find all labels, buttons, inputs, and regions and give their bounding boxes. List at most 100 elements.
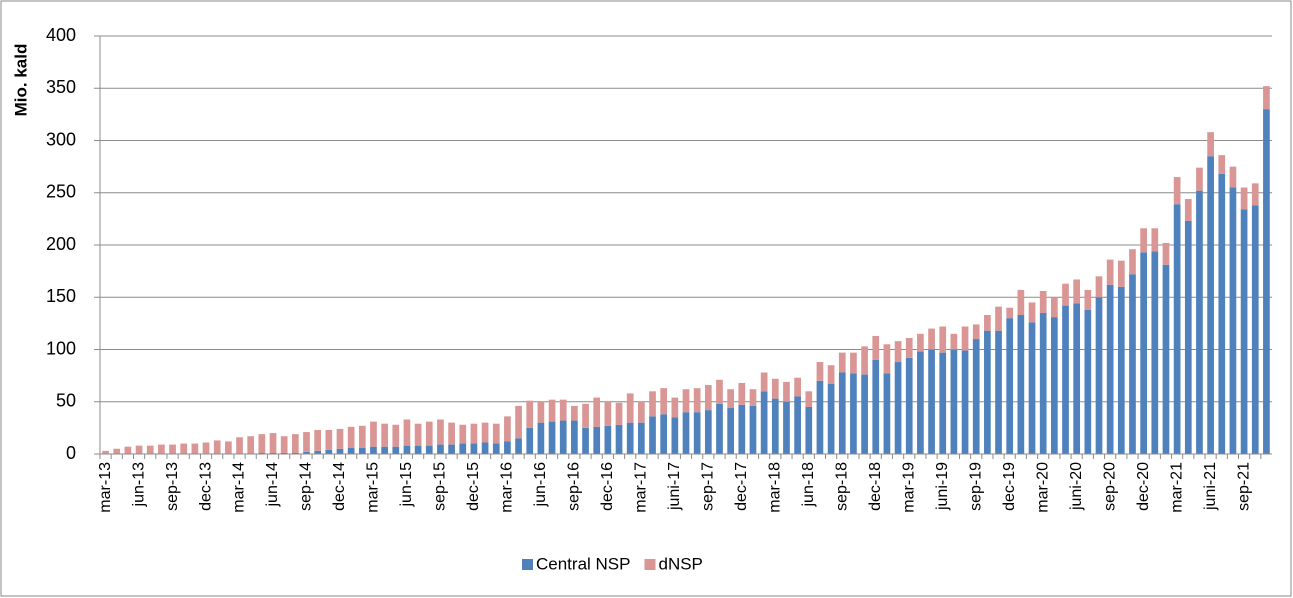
bar-segment — [995, 306, 1002, 331]
x-tick-label: jun-14 — [264, 462, 281, 508]
bar-segment — [794, 377, 801, 397]
x-tick-label: juni-19 — [934, 462, 951, 511]
bar-segment — [805, 406, 813, 454]
bar-segment — [961, 350, 969, 454]
x-tick-label: sep-19 — [967, 462, 984, 511]
x-tick-label: mar-19 — [900, 462, 917, 513]
bar-segment — [102, 450, 109, 454]
x-tick-label: mar-18 — [767, 462, 784, 513]
x-tick-label: juni-17 — [666, 462, 683, 511]
bar-segment — [704, 410, 712, 454]
x-tick-label: juni-20 — [1068, 462, 1085, 511]
bar-segment — [1162, 242, 1170, 265]
legend-label: dNSP — [658, 554, 702, 573]
bar-segment — [515, 405, 522, 439]
bar-segment — [1162, 264, 1170, 454]
bar-segment — [1184, 199, 1192, 221]
bar-segment — [258, 452, 266, 454]
bar-segment — [604, 425, 612, 454]
bar-segment — [537, 422, 545, 454]
bar-segment — [459, 424, 467, 444]
bar-segment — [1050, 317, 1058, 454]
bar-segment — [492, 443, 500, 454]
bar-segment — [816, 380, 824, 454]
bar-segment — [1050, 297, 1058, 318]
bar-segment — [425, 421, 433, 446]
bar-segment — [1062, 305, 1069, 454]
bar-segment — [1151, 251, 1159, 454]
x-tick-label: sep-13 — [164, 462, 181, 511]
y-tick-label: 0 — [66, 443, 76, 463]
legend-label: Central NSP — [536, 554, 630, 573]
bar-segment — [838, 372, 846, 454]
bar-segment — [961, 326, 969, 351]
y-tick-label: 300 — [46, 129, 76, 149]
bar-segment — [905, 357, 913, 454]
bar-segment — [738, 404, 746, 454]
bar-segment — [995, 330, 1002, 454]
bar-segment — [124, 446, 132, 454]
bar-segment — [158, 444, 165, 454]
bar-segment — [727, 408, 734, 454]
bar-segment — [771, 378, 779, 399]
bar-segment — [347, 426, 355, 448]
bar-segment — [448, 422, 455, 445]
bar-segment — [1117, 286, 1125, 454]
y-tick-label: 350 — [46, 77, 76, 97]
x-tick-label: jun-16 — [532, 462, 549, 508]
bar-segment — [950, 349, 958, 454]
x-tick-label: dec-17 — [733, 462, 750, 511]
x-tick-label: dec-19 — [1001, 462, 1018, 511]
bar-segment — [660, 414, 668, 454]
bar-segment — [805, 391, 813, 407]
bar-segment — [1028, 322, 1036, 454]
y-tick-label: 100 — [46, 338, 76, 358]
bar-segment — [671, 417, 679, 454]
y-tick-label: 150 — [46, 286, 76, 306]
x-tick-label: sep-20 — [1101, 462, 1118, 511]
x-tick-label: mar-13 — [97, 462, 114, 513]
bar-segment — [984, 330, 991, 454]
bar-segment — [1229, 166, 1237, 188]
x-tick-label: dec-13 — [197, 462, 214, 511]
bar-segment — [1207, 156, 1214, 455]
bar-segment — [1218, 173, 1226, 454]
x-tick-label: sep-21 — [1235, 462, 1252, 511]
bar-segment — [582, 427, 589, 454]
bar-segment — [559, 399, 567, 421]
bar-segment — [593, 397, 601, 427]
bar-segment — [861, 374, 868, 454]
bar-segment — [972, 324, 980, 340]
bar-segment — [1017, 315, 1025, 454]
bar-segment — [425, 445, 433, 454]
bar-segment — [414, 445, 422, 454]
bar-segment — [928, 328, 935, 350]
bar-segment — [180, 443, 188, 454]
bar-segment — [225, 441, 232, 454]
bar-segment — [269, 452, 277, 454]
bar-segment — [358, 425, 366, 448]
bar-segment — [470, 423, 478, 444]
bar-segment — [1218, 155, 1226, 174]
bar-segment — [280, 452, 288, 454]
y-axis-label: Mio. kald — [11, 44, 30, 117]
bar-segment — [783, 401, 790, 454]
bar-segment — [314, 429, 322, 451]
bar-segment — [515, 438, 522, 454]
bar-segment — [169, 444, 176, 454]
bar-segment — [1251, 183, 1259, 206]
bar-segment — [794, 396, 801, 454]
bar-segment — [649, 391, 656, 417]
bar-segment — [838, 352, 846, 373]
y-tick-label: 50 — [56, 391, 76, 411]
bar-segment — [738, 382, 746, 405]
bar-segment — [537, 401, 545, 423]
bar-segment — [760, 391, 768, 454]
bar-segment — [749, 389, 757, 406]
bar-segment — [972, 339, 980, 454]
bar-segment — [213, 440, 221, 454]
bar-segment — [660, 388, 668, 415]
bar-segment — [1017, 289, 1025, 316]
bar-segment — [861, 346, 868, 375]
x-tick-label: dec-14 — [331, 462, 348, 511]
